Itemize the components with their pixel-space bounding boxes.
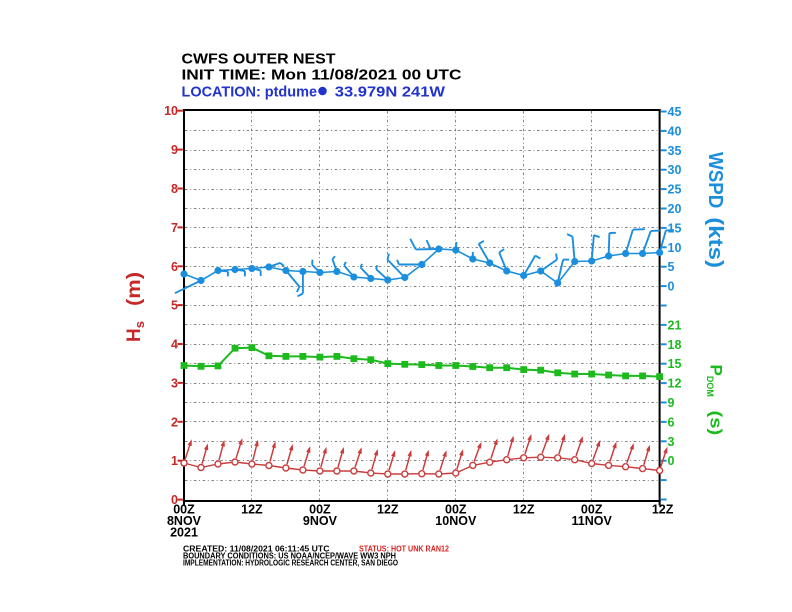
- svg-text:10: 10: [668, 241, 682, 255]
- svg-text:5: 5: [171, 299, 178, 313]
- svg-text:10: 10: [164, 104, 178, 118]
- svg-text:00Z: 00Z: [581, 503, 603, 517]
- svg-text:CREATED: 11/08/2021 06:11:45 U: CREATED: 11/08/2021 06:11:45 UTC: [183, 544, 330, 553]
- svg-text:0: 0: [668, 280, 675, 294]
- svg-text:11NOV: 11NOV: [572, 514, 613, 528]
- svg-text:LOCATION: ptdume: LOCATION: ptdume: [182, 84, 318, 101]
- svg-text:INIT TIME: Mon 11/08/2021 00 U: INIT TIME: Mon 11/08/2021 00 UTC: [182, 67, 462, 84]
- svg-text:9: 9: [668, 396, 675, 410]
- svg-text:2021: 2021: [170, 526, 198, 540]
- svg-text:6: 6: [171, 260, 178, 274]
- svg-text:STATUS: HOT UNK RAN12: STATUS: HOT UNK RAN12: [359, 544, 449, 553]
- svg-text:3: 3: [171, 376, 178, 390]
- svg-text:7: 7: [171, 221, 178, 235]
- svg-text:6: 6: [668, 415, 675, 429]
- svg-text:30: 30: [668, 163, 682, 177]
- svg-text:12Z: 12Z: [241, 503, 263, 517]
- svg-text:25: 25: [668, 183, 682, 197]
- svg-text:3: 3: [668, 435, 675, 449]
- svg-text:5: 5: [668, 260, 675, 274]
- svg-text:21: 21: [668, 318, 682, 332]
- svg-text:(s): (s): [707, 411, 726, 436]
- svg-text:9: 9: [171, 143, 178, 157]
- svg-text:15: 15: [668, 357, 682, 371]
- svg-text:CWFS OUTER NEST: CWFS OUTER NEST: [182, 51, 336, 68]
- svg-text:12Z: 12Z: [513, 503, 535, 517]
- svg-text:9NOV: 9NOV: [303, 514, 338, 528]
- svg-text:45: 45: [668, 105, 682, 119]
- svg-text:2: 2: [171, 415, 178, 429]
- svg-text:20: 20: [668, 202, 682, 216]
- svg-text:IMPLEMENTATION: HYDROLOGIC RES: IMPLEMENTATION: HYDROLOGIC RESEARCH CENT…: [183, 559, 398, 568]
- svg-text:00Z: 00Z: [173, 503, 195, 517]
- svg-text:40: 40: [668, 124, 682, 138]
- svg-text:33.979N 241W: 33.979N 241W: [335, 84, 446, 101]
- svg-text:0: 0: [171, 493, 178, 507]
- svg-text:8: 8: [171, 182, 178, 196]
- svg-text:4: 4: [171, 338, 178, 352]
- svg-text:WSPD: WSPD: [704, 152, 726, 208]
- svg-text:15: 15: [668, 221, 682, 235]
- svg-text:8NOV: 8NOV: [167, 514, 202, 528]
- svg-text:(m): (m): [124, 272, 145, 306]
- svg-text:00Z: 00Z: [445, 503, 467, 517]
- svg-text:35: 35: [668, 144, 682, 158]
- svg-text:1: 1: [171, 454, 178, 468]
- svg-text:(kts): (kts): [704, 217, 726, 268]
- svg-text:12Z: 12Z: [377, 503, 399, 517]
- svg-text:00Z: 00Z: [309, 503, 331, 517]
- svg-text:0: 0: [668, 454, 675, 468]
- svg-text:12: 12: [668, 377, 682, 391]
- svg-text:18: 18: [668, 338, 682, 352]
- svg-text:10NOV: 10NOV: [435, 514, 477, 528]
- svg-text:12Z: 12Z: [652, 503, 674, 517]
- svg-text:BOUNDARY CONDITIONS: US NOAA/N: BOUNDARY CONDITIONS: US NOAA/NCEP/WAVE W…: [183, 551, 396, 560]
